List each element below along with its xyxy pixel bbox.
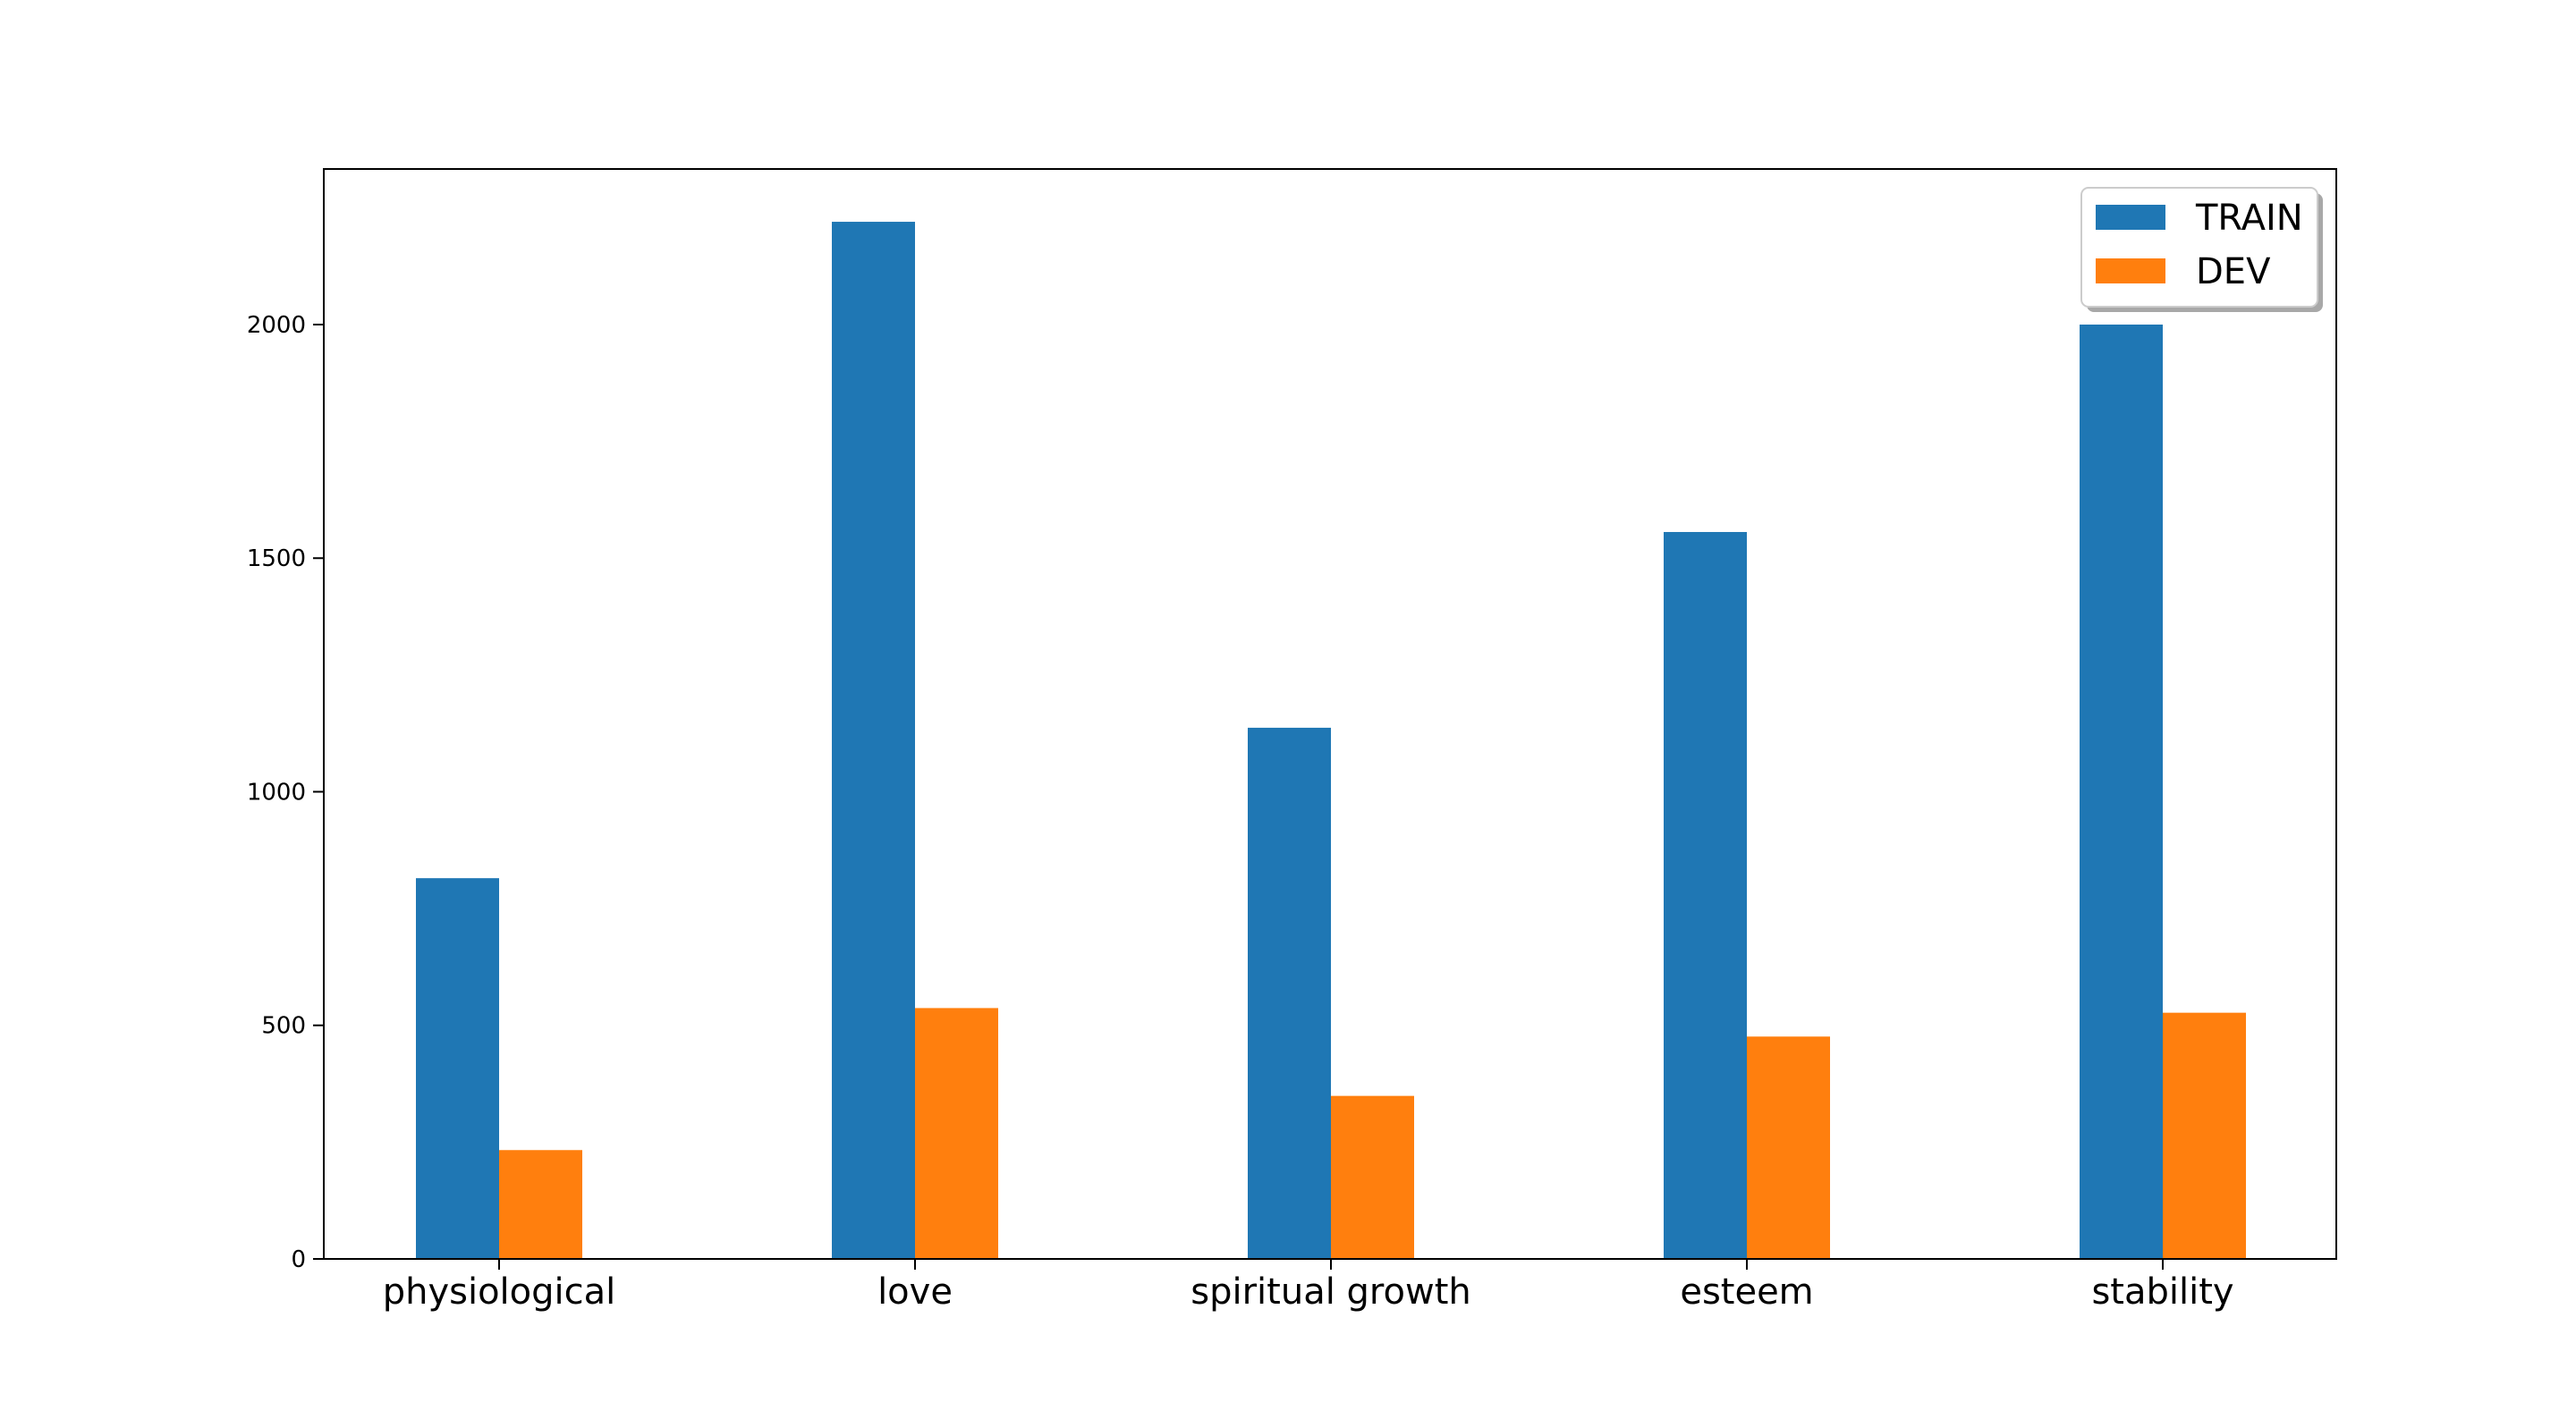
- x-axis: physiological love spiritual growth esteem s…: [383, 1259, 2234, 1313]
- x-tick-label: physiological: [383, 1271, 616, 1313]
- legend-label-dev: DEV: [2196, 251, 2271, 292]
- y-tick-label: 2000: [247, 312, 306, 339]
- y-tick-label: 1500: [247, 545, 306, 572]
- y-tick-label: 500: [261, 1013, 306, 1040]
- x-tick-label: stability: [2091, 1271, 2233, 1313]
- bar-train-esteem: [1664, 531, 1747, 1259]
- legend: TRAIN DEV: [2080, 187, 2323, 312]
- bar-train-stability: [2080, 324, 2163, 1260]
- legend-label-train: TRAIN: [2195, 198, 2303, 239]
- y-tick-label: 0: [291, 1246, 306, 1273]
- bar-dev-spiritual-growth: [1331, 1095, 1414, 1259]
- x-tick-label: esteem: [1680, 1271, 1813, 1313]
- legend-swatch-dev: [2096, 258, 2165, 283]
- bar-dev-physiological: [499, 1150, 582, 1259]
- bar-dev-love: [915, 1008, 998, 1259]
- y-axis: 0 500 1000 1500 2000: [247, 312, 324, 1273]
- y-tick-label: 1000: [247, 779, 306, 806]
- bars-layer: [416, 222, 2246, 1260]
- bar-dev-esteem: [1747, 1036, 1830, 1259]
- bar-dev-stability: [2163, 1012, 2246, 1259]
- bar-train-spiritual-growth: [1248, 727, 1331, 1259]
- legend-swatch-train: [2096, 205, 2165, 230]
- bar-train-physiological: [416, 878, 499, 1259]
- bar-train-love: [832, 222, 915, 1260]
- x-tick-label: spiritual growth: [1191, 1271, 1470, 1313]
- x-tick-label: love: [877, 1271, 953, 1313]
